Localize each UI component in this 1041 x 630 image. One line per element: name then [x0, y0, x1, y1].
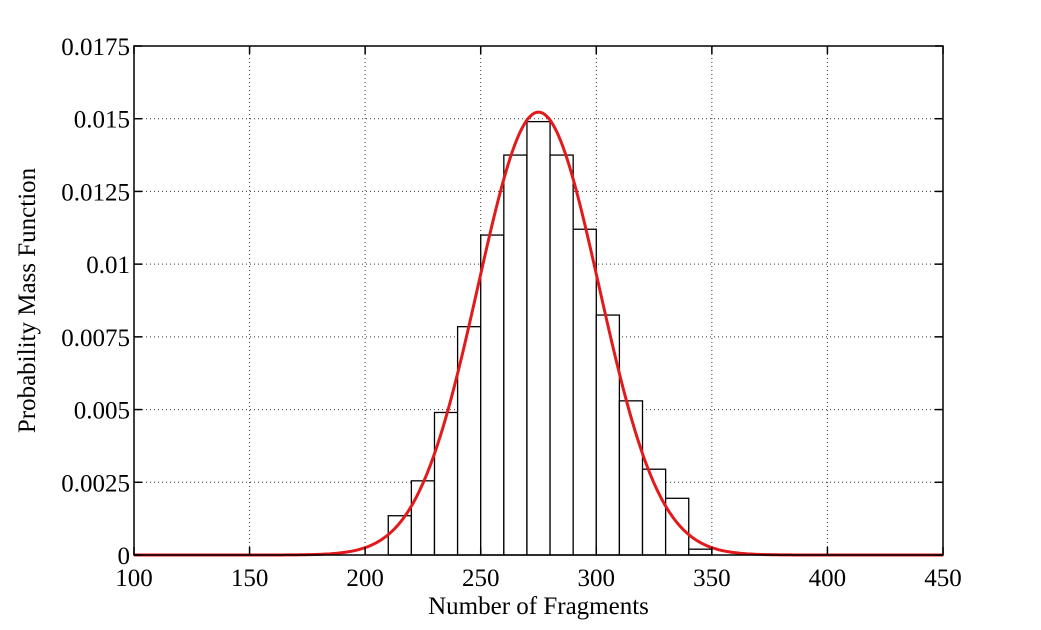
x-tick-label: 250	[462, 565, 500, 592]
x-tick-label: 200	[346, 565, 384, 592]
y-axis-label: Probability Mass Function	[14, 167, 41, 433]
x-tick-label: 450	[924, 565, 962, 592]
histogram-bar	[503, 154, 528, 556]
y-tick-label: 0.0025	[61, 470, 130, 497]
histogram-bar	[595, 314, 621, 556]
x-tick-label: 350	[693, 565, 731, 592]
x-tick-label: 150	[231, 565, 269, 592]
histogram-bar	[688, 548, 713, 556]
histogram-bar	[618, 400, 644, 556]
histogram-bar	[480, 234, 505, 556]
histogram-bars	[387, 120, 713, 556]
y-tick-label: 0.0125	[61, 179, 130, 206]
y-tick-label: 0.0075	[61, 325, 130, 352]
x-tick-labels: 100 150 200 250 300 350 400 450	[115, 565, 962, 592]
y-tick-label: 0.0175	[61, 34, 130, 61]
histogram-bar	[410, 480, 436, 556]
plot-frame	[133, 45, 944, 556]
x-tick-label: 300	[578, 565, 616, 592]
x-tick-label: 400	[809, 565, 847, 592]
y-tick-label: 0	[118, 543, 131, 570]
histogram-bar	[549, 154, 574, 556]
y-tick-labels: 0 0.0025 0.005 0.0075 0.01 0.0125 0.015 0.0175	[61, 34, 130, 570]
y-tick-label: 0.01	[86, 252, 130, 279]
tick-marks	[133, 45, 944, 556]
y-tick-label: 0.005	[74, 398, 130, 425]
x-axis-label: Number of Fragments	[428, 593, 649, 620]
histogram-bar	[433, 411, 459, 556]
x-tick-label: 100	[115, 565, 153, 592]
histogram-bar	[526, 120, 551, 556]
histogram-bar	[572, 228, 597, 556]
histogram-bar	[664, 497, 690, 556]
y-tick-label: 0.015	[74, 107, 130, 134]
